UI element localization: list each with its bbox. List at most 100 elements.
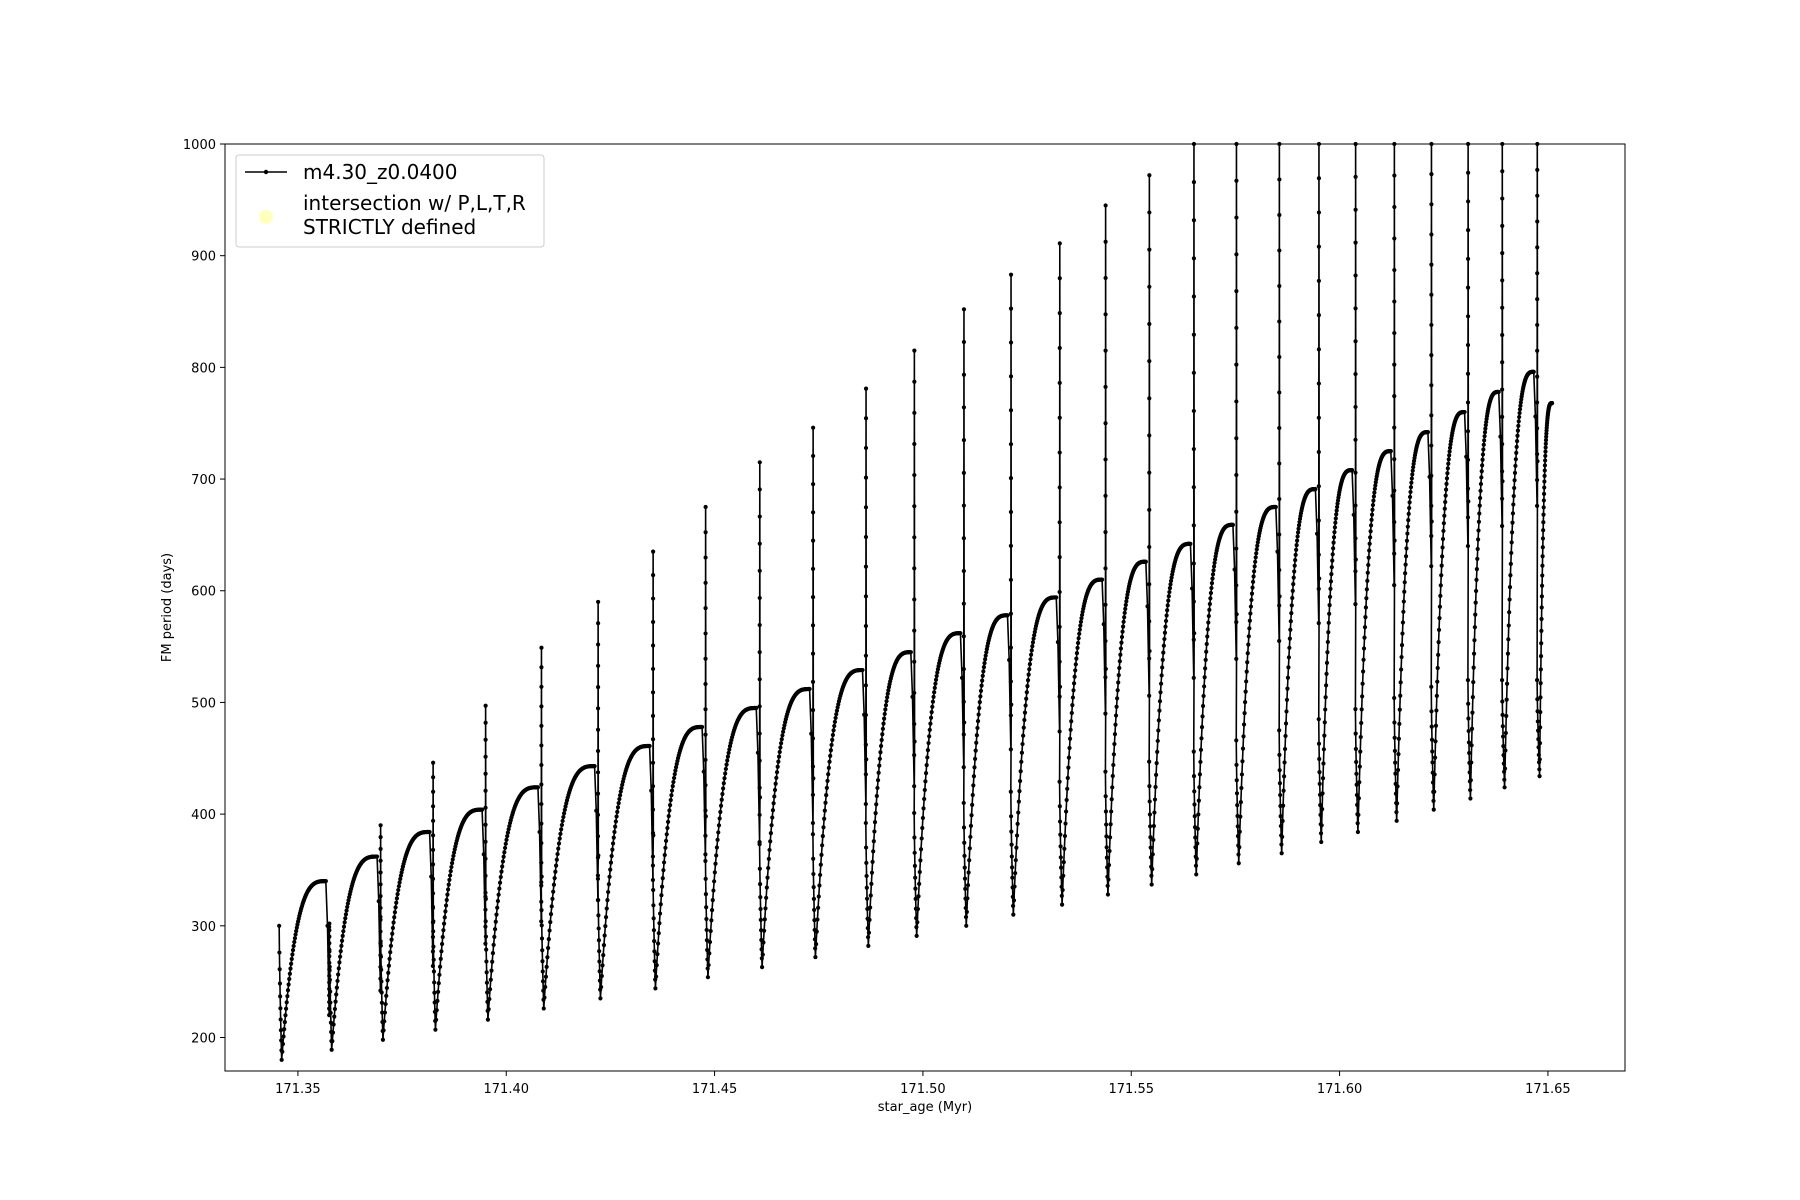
data-point	[1479, 469, 1484, 474]
data-point	[1191, 370, 1196, 375]
data-point	[1357, 764, 1362, 769]
data-point	[1512, 478, 1517, 483]
data-point	[1316, 244, 1322, 249]
data-point	[816, 905, 821, 910]
data-point	[1370, 502, 1376, 508]
data-point	[337, 960, 342, 965]
data-point	[278, 1006, 283, 1011]
data-point	[546, 945, 551, 951]
data-point	[1116, 680, 1121, 685]
data-point	[1253, 559, 1258, 564]
data-point	[863, 801, 868, 807]
data-point	[1285, 686, 1290, 691]
data-point	[483, 737, 488, 742]
data-point	[669, 793, 674, 798]
data-point	[1500, 479, 1505, 484]
data-point	[1407, 500, 1412, 505]
data-point	[912, 535, 917, 540]
data-point	[810, 832, 816, 837]
data-point	[1500, 305, 1505, 310]
data-point	[651, 573, 656, 578]
data-point	[290, 948, 296, 953]
data-point	[1075, 645, 1080, 651]
data-point	[1539, 583, 1545, 588]
data-point	[1057, 694, 1062, 699]
data-point	[1008, 374, 1014, 379]
data-point	[757, 882, 763, 887]
data-point	[652, 939, 657, 944]
data-point	[703, 504, 708, 510]
data-point	[979, 683, 984, 688]
data-point	[1252, 564, 1257, 569]
data-point	[812, 907, 817, 912]
data-point	[1165, 608, 1170, 613]
data-point	[595, 876, 601, 881]
data-point	[1277, 212, 1282, 218]
data-point	[283, 1006, 289, 1011]
data-point	[1351, 512, 1356, 517]
data-point	[863, 712, 868, 718]
data-point	[1119, 634, 1125, 640]
data-point	[1440, 554, 1445, 559]
x-tick-label: 171.40	[484, 1082, 530, 1097]
data-point	[1277, 283, 1282, 289]
data-point	[1353, 503, 1358, 508]
data-point	[1245, 660, 1250, 665]
data-point	[1535, 271, 1540, 276]
data-point	[431, 944, 436, 949]
data-point	[1397, 721, 1402, 727]
data-point	[539, 936, 545, 941]
data-point	[871, 839, 876, 844]
data-point	[661, 860, 667, 865]
data-point	[1143, 559, 1148, 564]
data-point	[1147, 433, 1152, 438]
data-point	[1353, 306, 1358, 311]
data-point	[498, 874, 503, 880]
data-point	[1539, 628, 1544, 633]
data-point	[335, 978, 340, 984]
data-point	[1469, 760, 1474, 765]
data-point	[1250, 585, 1255, 590]
data-point	[1356, 796, 1361, 801]
data-point	[1057, 729, 1062, 734]
data-point	[757, 795, 763, 800]
data-point	[981, 669, 986, 674]
data-point	[1540, 563, 1545, 568]
data-point	[1293, 552, 1298, 557]
data-point	[1466, 170, 1471, 175]
data-point	[1410, 468, 1415, 473]
data-point	[1535, 459, 1540, 464]
data-point	[1057, 345, 1062, 351]
data-point	[1154, 772, 1159, 777]
data-point	[1277, 594, 1282, 599]
data-point	[757, 731, 762, 736]
data-point	[287, 971, 292, 976]
data-point	[908, 650, 913, 655]
y-tick-label: 400	[191, 808, 216, 823]
data-point	[1191, 218, 1197, 223]
data-point	[338, 954, 343, 959]
data-point	[650, 690, 656, 695]
data-point	[327, 960, 332, 965]
data-point	[961, 503, 966, 508]
data-point	[815, 917, 820, 922]
data-point	[1284, 697, 1290, 702]
data-point	[704, 905, 709, 910]
data-point	[869, 881, 874, 887]
data-point	[1207, 601, 1212, 607]
data-point	[496, 892, 501, 897]
data-point	[1194, 872, 1199, 877]
data-point	[490, 951, 496, 956]
data-point	[1208, 590, 1214, 596]
data-point	[384, 985, 390, 991]
data-point	[865, 935, 871, 940]
data-point	[1239, 785, 1244, 791]
data-point	[1079, 616, 1084, 621]
data-point	[758, 917, 763, 923]
data-point	[874, 802, 879, 807]
data-point	[1360, 681, 1365, 686]
data-point	[431, 929, 436, 934]
data-point	[1234, 583, 1239, 588]
data-point	[436, 981, 441, 986]
data-point	[382, 1010, 388, 1015]
